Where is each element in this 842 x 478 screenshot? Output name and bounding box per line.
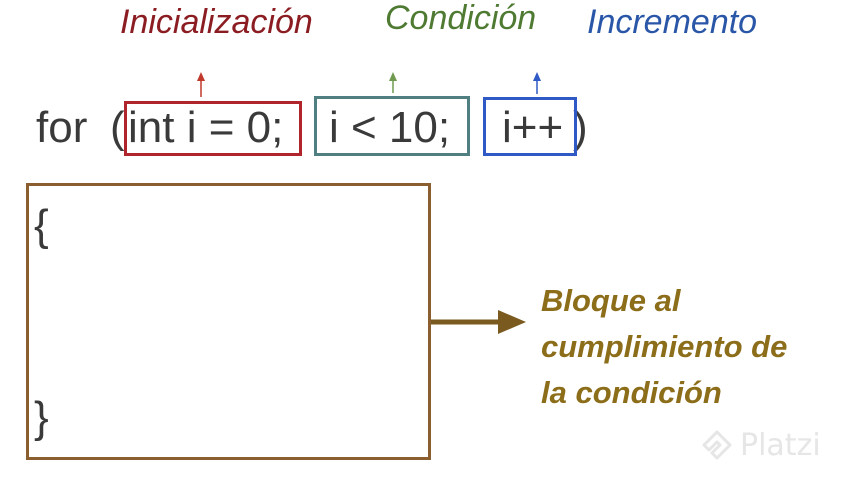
block-label-line-2: cumplimiento de (541, 329, 788, 364)
platzi-watermark: Platzi (700, 428, 821, 463)
condition-label: Condición (385, 0, 537, 37)
increment-label: Incremento (587, 3, 758, 41)
initialization-arrow (197, 72, 205, 97)
initialization-code: int i = 0; (128, 103, 284, 152)
open-brace: { (34, 201, 49, 250)
platzi-logo-icon (702, 430, 732, 459)
initialization-box (124, 101, 302, 156)
increment-arrow (533, 72, 541, 94)
condition-box (314, 96, 470, 156)
increment-code: i++ (502, 103, 564, 152)
code-block-box (26, 183, 431, 460)
condition-arrow (389, 72, 397, 93)
condition-code: i < 10; (329, 103, 451, 152)
block-label: Bloque al cumplimiento de la condición (541, 278, 787, 416)
watermark-text: Platzi (740, 428, 821, 463)
increment-box (483, 97, 577, 156)
open-paren: ( (110, 103, 125, 152)
block-label-line-1: Bloque al (541, 283, 681, 318)
block-label-line-3: la condición (541, 375, 722, 410)
initialization-label: Inicialización (120, 3, 313, 41)
for-keyword: for (36, 103, 88, 152)
block-arrow (431, 310, 526, 334)
close-brace: } (34, 393, 49, 442)
